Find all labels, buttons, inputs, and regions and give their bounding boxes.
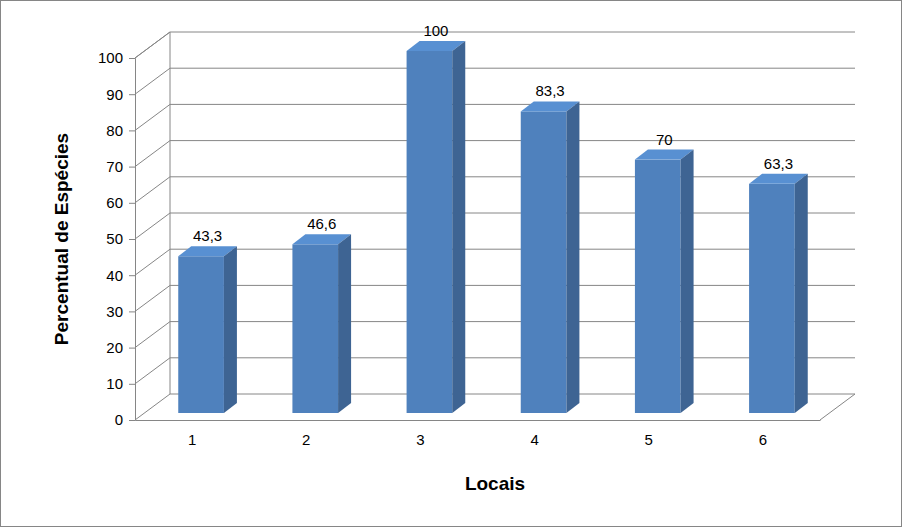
grid-line bbox=[135, 177, 855, 203]
y-tick: 100 bbox=[98, 49, 135, 66]
y-tick-label: 30 bbox=[106, 303, 123, 320]
bar-side bbox=[224, 246, 237, 413]
y-tick-mark bbox=[129, 275, 135, 276]
y-tick: 60 bbox=[106, 194, 135, 211]
grid bbox=[135, 32, 855, 420]
bar-group bbox=[178, 246, 237, 413]
bars bbox=[178, 41, 808, 413]
x-tick-label: 4 bbox=[530, 431, 538, 448]
bar-group bbox=[635, 150, 694, 413]
y-tick: 90 bbox=[106, 86, 135, 103]
y-tick: 80 bbox=[106, 122, 135, 139]
bar-side bbox=[566, 101, 579, 413]
data-label: 43,3 bbox=[193, 227, 222, 244]
bar-side bbox=[795, 174, 808, 413]
y-tick-label: 40 bbox=[106, 267, 123, 284]
grid-line bbox=[135, 249, 855, 275]
y-tick-label: 60 bbox=[106, 194, 123, 211]
x-axis-title: Locais bbox=[465, 473, 525, 494]
y-tick-mark bbox=[129, 58, 135, 59]
bar-side bbox=[681, 150, 694, 413]
x-tick: 5 bbox=[645, 420, 653, 448]
grid-line bbox=[135, 394, 855, 420]
y-tick: 20 bbox=[106, 339, 135, 356]
data-label: 83,3 bbox=[535, 82, 564, 99]
data-label: 63,3 bbox=[764, 155, 793, 172]
bar-group bbox=[407, 41, 466, 413]
x-tick-label: 1 bbox=[188, 431, 196, 448]
bar-group bbox=[292, 234, 351, 413]
chart: 43,3 46,6 100 83,3 70 63,3 0 10 20 30 40 50 60 70 80 90… bbox=[0, 0, 902, 527]
grid-line bbox=[135, 32, 855, 58]
y-tick-mark bbox=[129, 239, 135, 240]
bar bbox=[292, 244, 338, 413]
x-tick-label: 3 bbox=[416, 431, 424, 448]
floor-edge bbox=[820, 394, 855, 420]
y-tick: 40 bbox=[106, 267, 135, 284]
y-tick: 50 bbox=[106, 230, 135, 247]
bar bbox=[749, 184, 795, 413]
y-tick-label: 90 bbox=[106, 86, 123, 103]
y-tick-mark bbox=[129, 130, 135, 131]
grid-line bbox=[135, 213, 855, 239]
grid-line bbox=[135, 104, 855, 130]
y-tick: 30 bbox=[106, 303, 135, 320]
y-tick-mark bbox=[129, 203, 135, 204]
x-tick: 6 bbox=[759, 420, 767, 448]
y-tick-label: 70 bbox=[106, 158, 123, 175]
grid-line bbox=[135, 358, 855, 384]
data-label: 70 bbox=[656, 131, 673, 148]
x-tick-label: 5 bbox=[645, 431, 653, 448]
x-tick: 3 bbox=[416, 420, 424, 448]
y-tick-mark bbox=[129, 167, 135, 168]
y-axis-title: Percentual de Espécies bbox=[51, 133, 72, 345]
grid-line bbox=[135, 68, 855, 94]
data-label: 100 bbox=[423, 22, 448, 39]
grid-line bbox=[135, 141, 855, 167]
x-tick-label: 2 bbox=[302, 431, 310, 448]
y-tick-label: 80 bbox=[106, 122, 123, 139]
x-tick-label: 6 bbox=[759, 431, 767, 448]
bar bbox=[635, 160, 681, 413]
x-tick: 2 bbox=[302, 420, 310, 448]
y-tick-label: 0 bbox=[115, 411, 123, 428]
bar-side bbox=[452, 41, 465, 413]
bar bbox=[521, 111, 567, 413]
data-label: 46,6 bbox=[307, 215, 336, 232]
y-tick-label: 50 bbox=[106, 230, 123, 247]
grid-line bbox=[135, 285, 855, 311]
y-tick-mark bbox=[129, 384, 135, 385]
bar-side bbox=[338, 234, 351, 413]
y-tick: 70 bbox=[106, 158, 135, 175]
y-tick-label: 20 bbox=[106, 339, 123, 356]
data-labels: 43,3 46,6 100 83,3 70 63,3 bbox=[193, 22, 793, 244]
wall-edge bbox=[135, 32, 170, 394]
y-tick: 0 bbox=[115, 411, 135, 428]
x-axis: 1 2 3 4 5 6 bbox=[136, 420, 821, 448]
y-tick-mark bbox=[129, 420, 135, 421]
x-tick: 4 bbox=[530, 420, 538, 448]
bar bbox=[178, 256, 224, 413]
y-tick-mark bbox=[129, 311, 135, 312]
bar-group bbox=[521, 101, 580, 413]
y-tick-mark bbox=[129, 94, 135, 95]
bar-group bbox=[749, 174, 808, 413]
bar bbox=[407, 51, 453, 413]
y-tick-label: 10 bbox=[106, 375, 123, 392]
chart-frame bbox=[1, 1, 902, 527]
y-axis-line bbox=[129, 59, 136, 421]
y-tick: 10 bbox=[106, 375, 135, 392]
x-tick: 1 bbox=[188, 420, 196, 448]
y-tick-mark bbox=[129, 348, 135, 349]
grid-line bbox=[135, 322, 855, 348]
y-axis: 0 10 20 30 40 50 60 70 80 90 100 bbox=[98, 49, 136, 428]
x-axis-line bbox=[136, 420, 821, 421]
y-tick-label: 100 bbox=[98, 49, 123, 66]
